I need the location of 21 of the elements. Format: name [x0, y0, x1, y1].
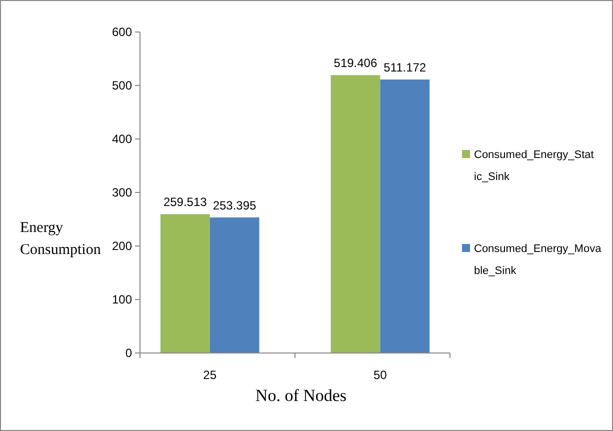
data-label: 253.395 [212, 198, 257, 212]
y-tick-label: 600 [112, 25, 132, 40]
legend-label: Consumed_Energy_Movable_Sink [474, 243, 602, 277]
y-tick-label: 200 [112, 239, 132, 254]
bar [330, 75, 380, 353]
x-tick-label: 50 [373, 368, 388, 382]
legend-label: Consumed_Energy_Static_Sink [474, 149, 594, 183]
x-tick-label: 25 [203, 368, 217, 382]
data-label: 519.406 [334, 56, 378, 70]
data-label: 259.513 [163, 195, 208, 210]
y-tick-label: 0 [125, 346, 132, 360]
y-tick-label: 500 [112, 78, 132, 93]
y-tick-label: 400 [112, 132, 132, 146]
y-tick-label: 300 [112, 186, 132, 200]
y-axis-title: Energy Consumption [20, 220, 102, 258]
data-label: 511.172 [384, 60, 426, 75]
bar [210, 217, 260, 353]
y-tick-label: 100 [112, 292, 132, 307]
x-axis-title: No. of Nodes [255, 386, 347, 405]
bar [380, 80, 430, 353]
bar [160, 214, 210, 353]
